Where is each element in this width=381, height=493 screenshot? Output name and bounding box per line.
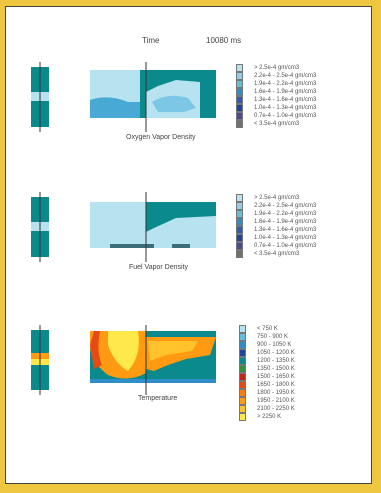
legend-label: 1.3e-4 - 1.6e-4 gm/cm3 [254, 227, 317, 233]
time-label: Time [142, 36, 160, 45]
legend-label: > 2.5e-4 gm/cm3 [254, 65, 300, 71]
legend-swatch [236, 80, 243, 88]
legend-label: 1350 - 1500 K [257, 366, 295, 372]
oxygen-legend-colors [236, 64, 243, 128]
time-value: 10080 ms [206, 36, 242, 45]
temperature-legend-colors [239, 325, 246, 421]
temperature-legend-labels: < 750 K 750 - 900 K 900 - 1050 K 1050 - 120… [257, 325, 295, 421]
legend-swatch [239, 333, 246, 341]
legend-swatch [239, 349, 246, 357]
temperature-side-view [31, 325, 49, 395]
legend-label: 1800 - 1950 K [257, 390, 295, 396]
legend-label: 0.7e-4 - 1.0e-4 gm/cm3 [254, 113, 317, 119]
legend-label: 1200 - 1350 K [257, 358, 295, 364]
legend-swatch [236, 226, 243, 234]
temperature-title: Temperature [138, 395, 178, 402]
legend-label: < 750 K [257, 326, 278, 332]
legend-swatch [236, 96, 243, 104]
legend-label: 1.0e-4 - 1.3e-4 gm/cm3 [254, 235, 317, 241]
legend-label: 1950 - 2100 K [257, 398, 295, 404]
legend-label: 1.3e-4 - 1.6e-4 gm/cm3 [254, 97, 317, 103]
legend-swatch [239, 413, 246, 421]
legend-label: > 2250 K [257, 414, 282, 420]
legend-swatch [239, 381, 246, 389]
legend-label: 1.6e-4 - 1.9e-4 gm/cm3 [254, 219, 317, 225]
figure-card: Time 10080 ms Oxygen Vapor Density > 2.5… [5, 6, 372, 484]
temperature-heatmap [90, 325, 216, 395]
legend-label: 1.6e-4 - 1.9e-4 gm/cm3 [254, 89, 317, 95]
legend-label: 1050 - 1200 K [257, 350, 295, 356]
legend-label: 1.9e-4 - 2.2e-4 gm/cm3 [254, 81, 317, 87]
legend-swatch [236, 72, 243, 80]
legend-label: 1.9e-4 - 2.2e-4 gm/cm3 [254, 211, 317, 217]
fuel-title: Fuel Vapor Density [129, 264, 189, 271]
legend-label: 1.0e-4 - 1.3e-4 gm/cm3 [254, 105, 317, 111]
oxygen-heatmap [90, 62, 216, 132]
legend-swatch [236, 194, 243, 202]
legend-swatch [239, 365, 246, 373]
legend-label: < 3.5e-4 gm/cm3 [254, 121, 300, 127]
legend-swatch [236, 104, 243, 112]
legend-swatch [236, 234, 243, 242]
legend-swatch [239, 373, 246, 381]
legend-swatch [236, 210, 243, 218]
legend-swatch [239, 325, 246, 333]
legend-label: > 2.5e-4 gm/cm3 [254, 195, 300, 201]
fuel-legend-colors [236, 194, 243, 258]
legend-label: 0.7e-4 - 1.0e-4 gm/cm3 [254, 243, 317, 249]
legend-swatch [236, 120, 243, 128]
oxygen-legend-labels: > 2.5e-4 gm/cm3 2.2e-4 - 2.5e-4 gm/cm3 1.9… [254, 64, 316, 128]
legend-label: 750 - 900 K [257, 334, 289, 340]
legend-label: 2100 - 2250 K [257, 406, 295, 412]
legend-swatch [239, 357, 246, 365]
legend-label: 1500 - 1650 K [257, 374, 295, 380]
fuel-side-view [31, 192, 49, 262]
legend-swatch [236, 112, 243, 120]
fuel-legend-labels: > 2.5e-4 gm/cm3 2.2e-4 - 2.5e-4 gm/cm3 1.9… [254, 194, 316, 258]
legend-swatch [236, 202, 243, 210]
legend-swatch [239, 405, 246, 413]
legend-swatch [236, 242, 243, 250]
legend-swatch [236, 218, 243, 226]
legend-swatch [239, 389, 246, 397]
legend-label: 1650 - 1800 K [257, 382, 295, 388]
legend-swatch [239, 397, 246, 405]
oxygen-side-view [31, 62, 49, 132]
legend-swatch [236, 88, 243, 96]
legend-swatch [236, 250, 243, 258]
legend-label: 900 - 1050 K [257, 342, 292, 348]
legend-swatch [236, 64, 243, 72]
fuel-heatmap [90, 192, 216, 262]
legend-label: 2.2e-4 - 2.5e-4 gm/cm3 [254, 203, 317, 209]
legend-label: < 3.5e-4 gm/cm3 [254, 251, 300, 257]
oxygen-title: Oxygen Vapor Density [126, 134, 196, 141]
legend-label: 2.2e-4 - 2.5e-4 gm/cm3 [254, 73, 317, 79]
legend-swatch [239, 341, 246, 349]
